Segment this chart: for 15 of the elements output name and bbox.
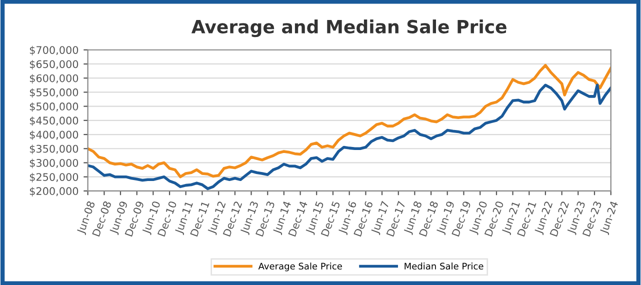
y-tick-label: $650,000 — [30, 60, 78, 70]
line-series — [88, 64, 611, 178]
y-tick-label: $300,000 — [30, 158, 78, 168]
y-tick-label: $200,000 — [30, 186, 78, 196]
y-tick-label: $250,000 — [30, 172, 78, 182]
legend-label: Median Sale Price — [404, 262, 484, 270]
y-tick-label: $350,000 — [30, 144, 78, 154]
legend-label: Average Sale Price — [258, 262, 342, 272]
y-tick-label: $550,000 — [30, 88, 78, 98]
y-tick-label: $600,000 — [30, 74, 78, 84]
y-tick-label: $400,000 — [30, 130, 78, 140]
y-tick-label: $450,000 — [30, 116, 78, 126]
chart-title: Average and Median Sale Price — [191, 19, 506, 38]
y-tick-label: $500,000 — [30, 102, 78, 112]
y-tick-label: $700,000 — [30, 46, 78, 56]
